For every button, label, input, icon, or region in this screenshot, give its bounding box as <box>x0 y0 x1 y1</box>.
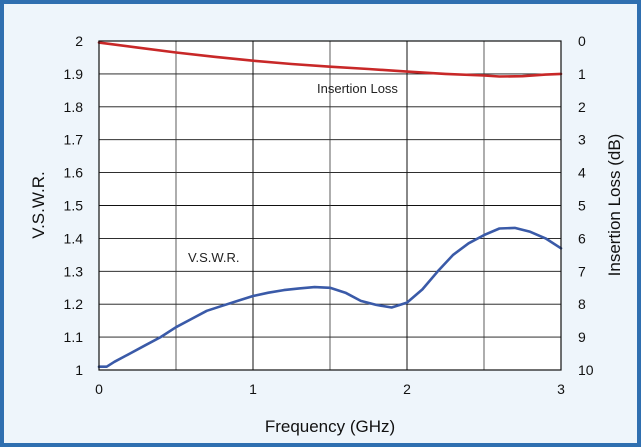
series-layer <box>97 41 563 369</box>
insertion-loss-annotation: Insertion Loss <box>317 81 398 96</box>
left-tick-label: 2 <box>75 33 83 49</box>
x-tick-label: 1 <box>249 381 257 397</box>
v-s-w-r-line <box>97 226 563 369</box>
right-tick-label: 2 <box>578 99 586 115</box>
left-tick-label: 1.9 <box>64 66 84 82</box>
x-axis-title: Frequency (GHz) <box>265 417 395 436</box>
left-tick-label: 1.7 <box>64 132 84 148</box>
right-tick-label: 5 <box>578 198 586 214</box>
x-tick-label: 2 <box>403 381 411 397</box>
right-tick-label: 0 <box>578 33 586 49</box>
vswr-annotation: V.S.W.R. <box>188 250 240 265</box>
right-tick-label: 1 <box>578 66 586 82</box>
tick-labels: 11.11.21.31.41.51.61.71.81.92 01234567891… <box>64 33 594 397</box>
right-tick-label: 9 <box>578 329 586 345</box>
x-tick-label: 0 <box>95 381 103 397</box>
right-tick-label: 10 <box>578 362 594 378</box>
left-tick-label: 1 <box>75 362 83 378</box>
left-tick-label: 1.2 <box>64 296 84 312</box>
right-tick-label: 8 <box>578 296 586 312</box>
x-tick-label: 3 <box>557 381 565 397</box>
right-tick-label: 7 <box>578 263 586 279</box>
left-tick-label: 1.6 <box>64 165 84 181</box>
right-tick-label: 4 <box>578 165 586 181</box>
plot-border <box>98 40 562 371</box>
right-tick-label: 3 <box>578 132 586 148</box>
left-tick-label: 1.3 <box>64 263 84 279</box>
left-tick-label: 1.4 <box>64 230 84 246</box>
right-axis-title: Insertion Loss (dB) <box>605 134 624 277</box>
left-tick-label: 1.5 <box>64 198 84 214</box>
left-tick-label: 1.1 <box>64 329 84 345</box>
left-axis-title: V.S.W.R. <box>29 171 48 238</box>
left-tick-label: 1.8 <box>64 99 84 115</box>
insertion-loss-line <box>97 41 563 78</box>
right-tick-label: 6 <box>578 230 586 246</box>
